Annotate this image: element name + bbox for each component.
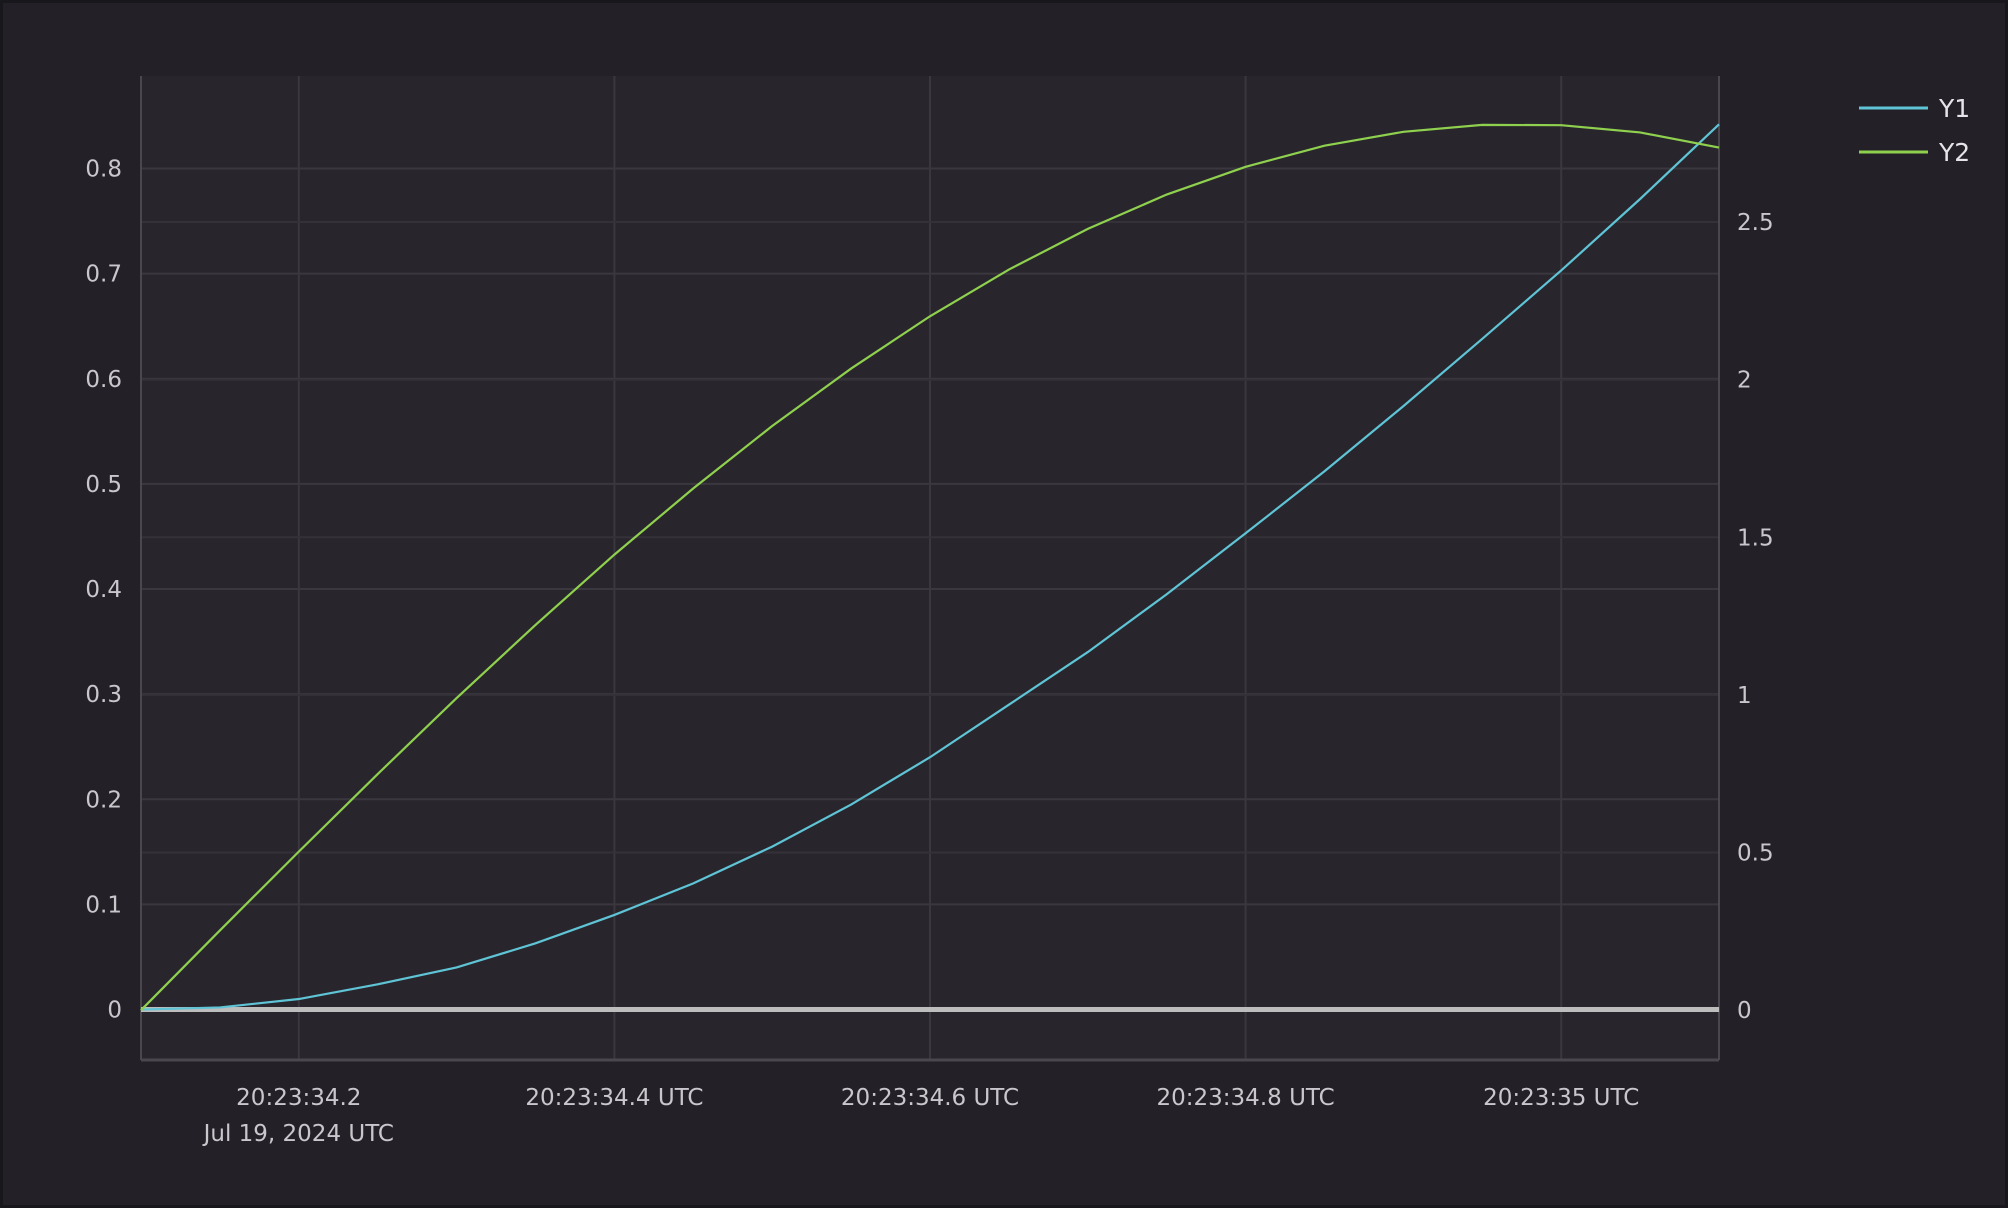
line-chart: 20:23:34.2 20:23:34.4 UTC 20:23:34.6 UTC 20… — [85, 76, 1970, 1147]
y-tick-label: 0.4 — [85, 577, 122, 603]
y2-tick-label: 2 — [1737, 368, 1752, 394]
x-tick-label: 20:23:35 UTC — [1483, 1085, 1639, 1111]
y2-tick-label: 2.5 — [1737, 210, 1774, 236]
series-lines — [140, 123, 1720, 1011]
y2-tick-label: 1 — [1737, 683, 1752, 709]
y-tick-label: 0.3 — [85, 682, 122, 708]
x-tick-label: 20:23:34.6 UTC — [841, 1085, 1019, 1111]
x-date-label: Jul 19, 2024 UTC — [202, 1121, 394, 1147]
y2-tick-label: 0 — [1737, 998, 1752, 1024]
legend: Y1 Y2 — [1859, 94, 1970, 167]
x-tick-label: 20:23:34.4 UTC — [525, 1085, 703, 1111]
legend-label-y1: Y1 — [1938, 94, 1970, 123]
y2-tick-label: 1.5 — [1737, 525, 1774, 551]
grid — [141, 76, 1719, 1060]
y-tick-label: 0.5 — [85, 472, 122, 498]
x-tick-label: 20:23:34.2 — [236, 1085, 361, 1111]
y-tick-label: 0 — [107, 998, 122, 1024]
y-tick-label: 0.8 — [85, 157, 122, 183]
y2-tick-label: 0.5 — [1737, 841, 1774, 867]
series-line-y2 — [140, 123, 1720, 1011]
legend-label-y2: Y2 — [1938, 138, 1970, 167]
y-tick-label: 0.2 — [85, 787, 122, 813]
x-tick-label: 20:23:34.8 UTC — [1157, 1085, 1335, 1111]
y-tick-label: 0.1 — [85, 892, 122, 918]
y-tick-label: 0.6 — [85, 367, 122, 393]
series-line-y1 — [140, 123, 1720, 1011]
axes: 20:23:34.2 20:23:34.4 UTC 20:23:34.6 UTC 20… — [85, 76, 1774, 1147]
y-tick-label: 0.7 — [85, 262, 122, 288]
